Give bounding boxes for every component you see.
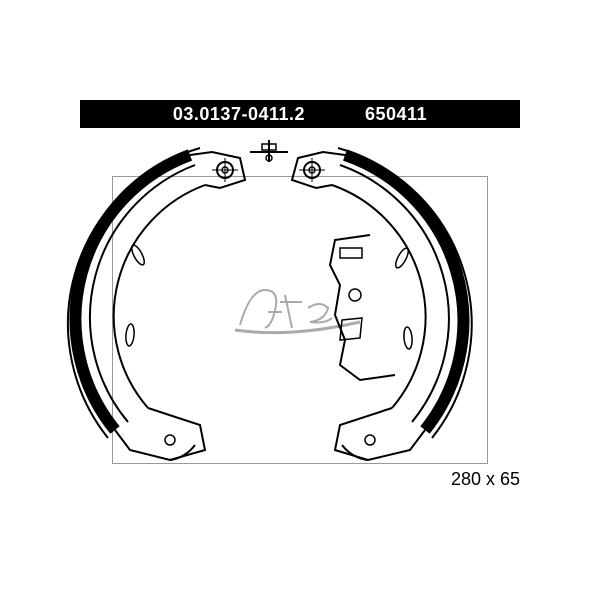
header-bar: 03.0137-0411.2 650411 — [80, 100, 520, 128]
part-number-full: 03.0137-0411.2 — [173, 104, 305, 125]
part-number-short: 650411 — [365, 104, 427, 125]
brake-shoe-diagram — [40, 140, 560, 500]
image-container: 03.0137-0411.2 650411 — [0, 0, 600, 600]
dimension-label: 280 x 65 — [451, 469, 520, 490]
